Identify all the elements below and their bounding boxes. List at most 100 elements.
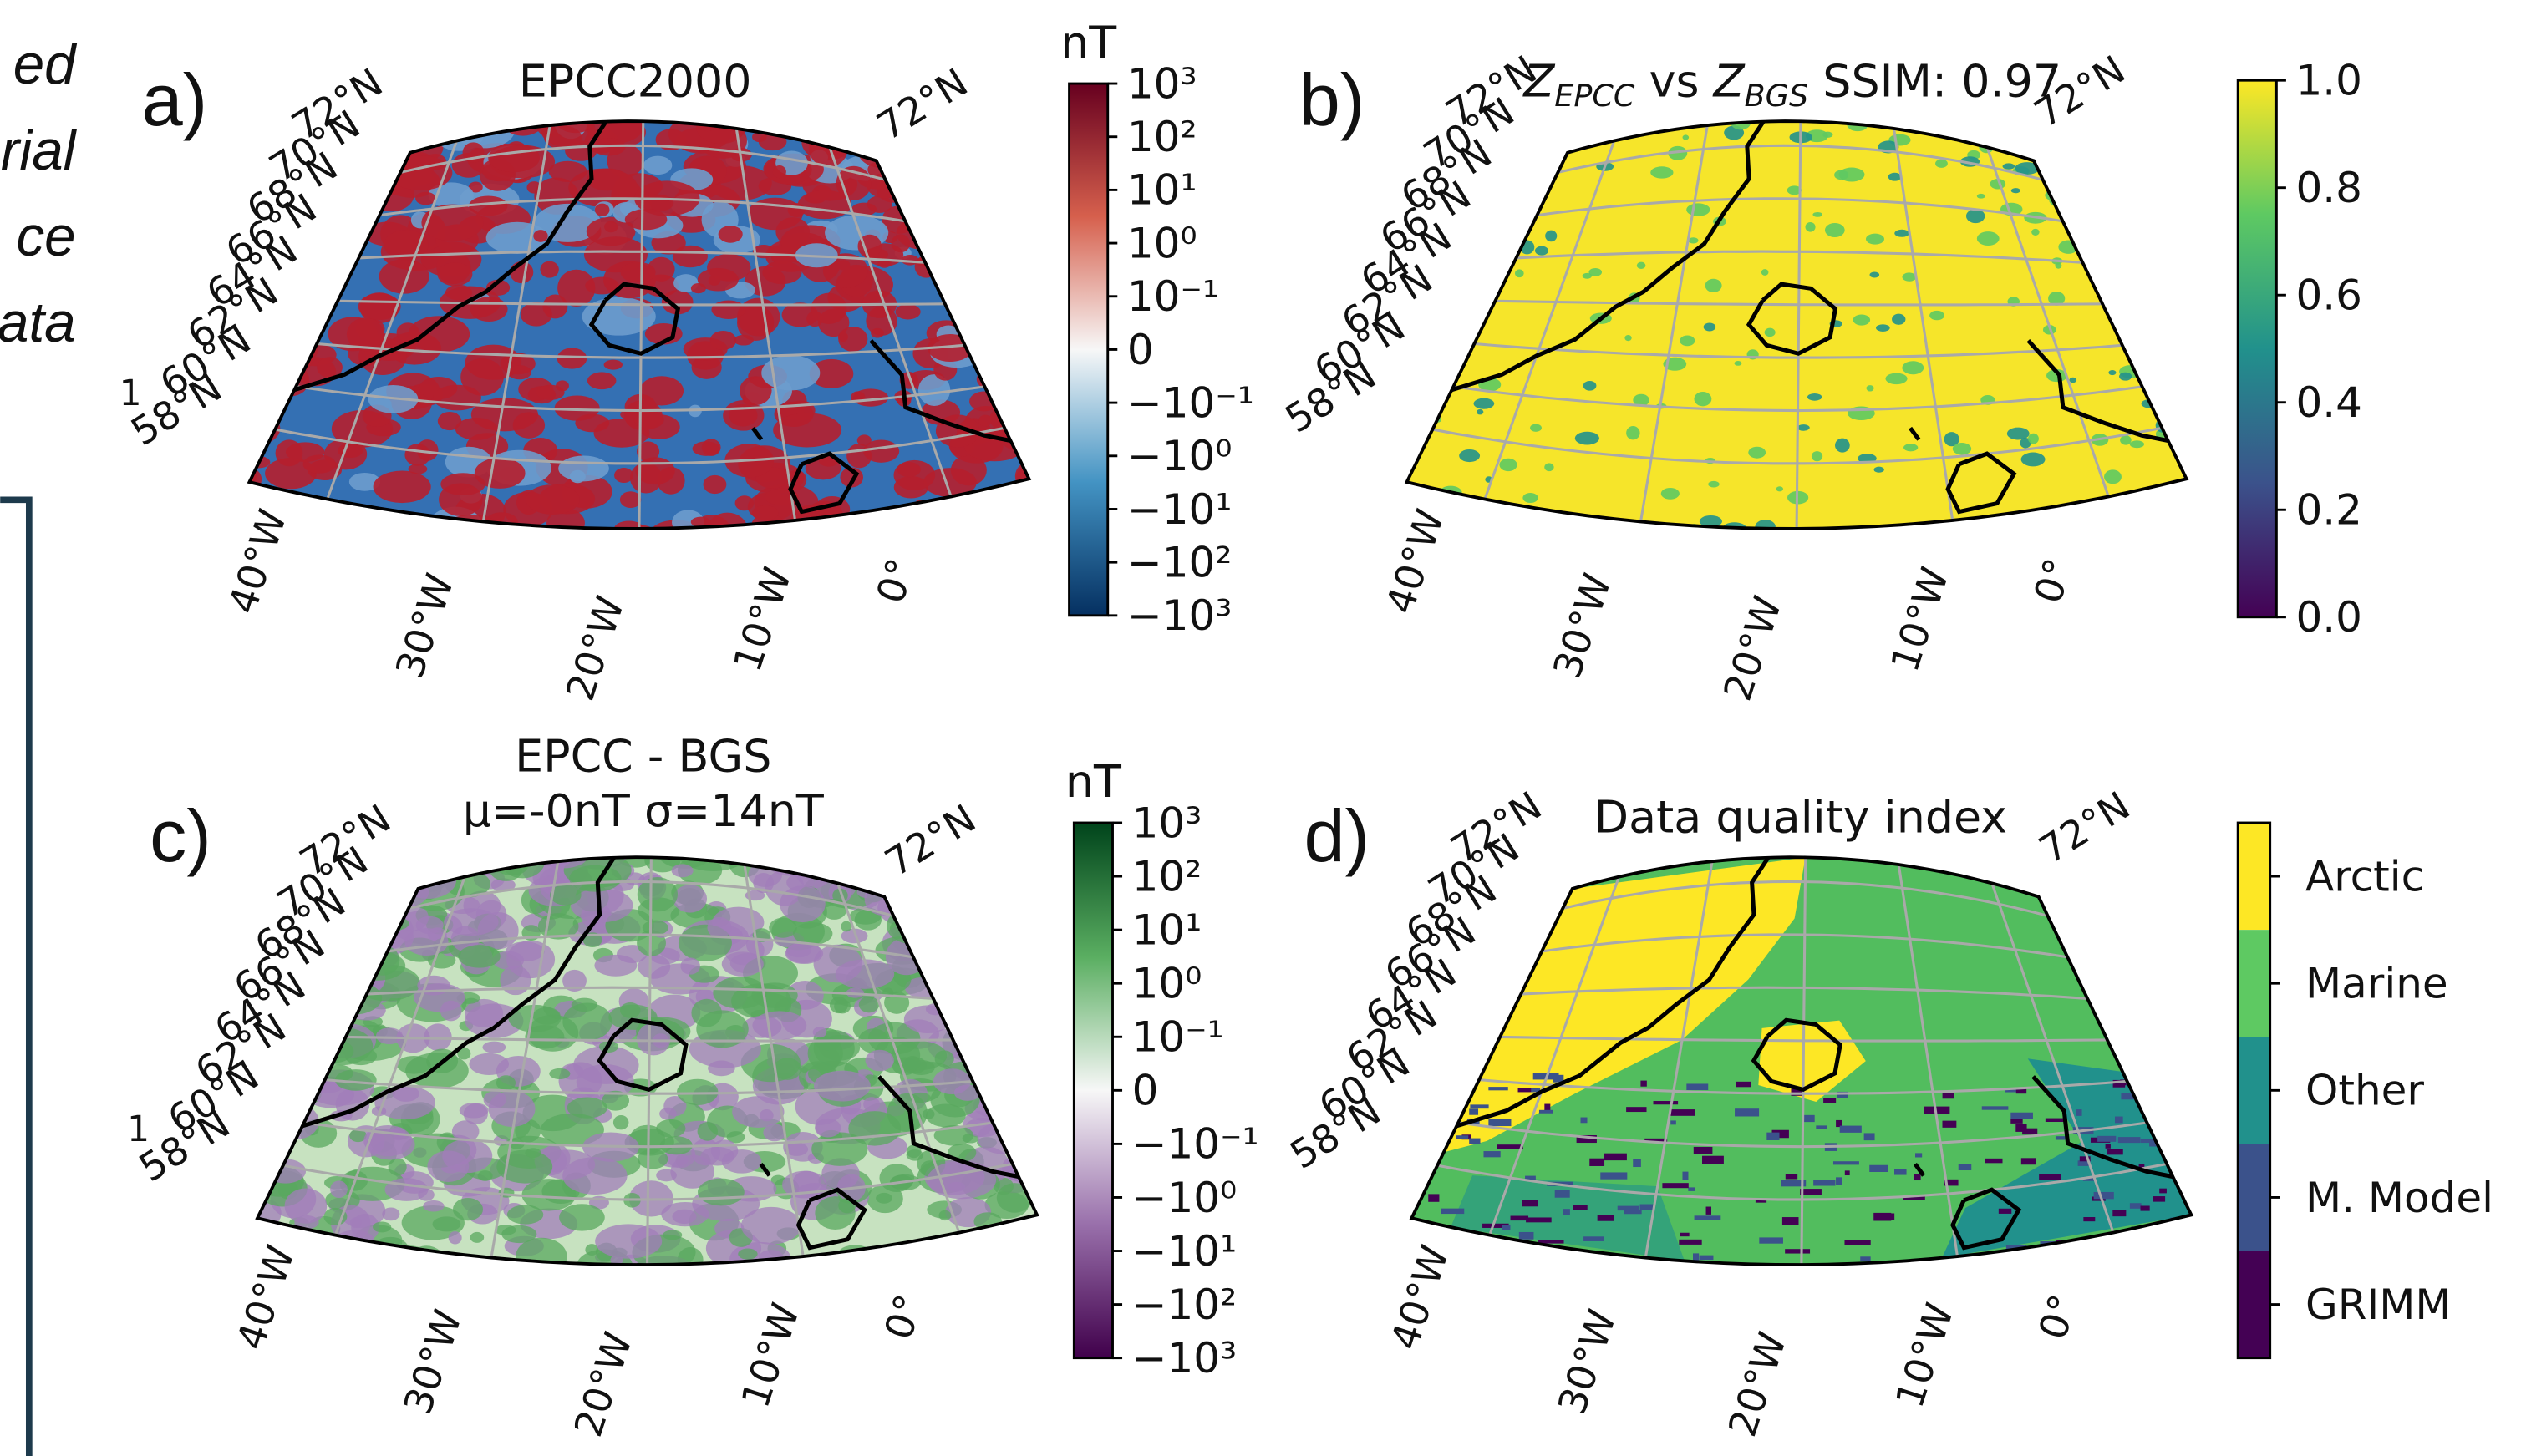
map-texture xyxy=(1626,426,1640,440)
map-texture xyxy=(858,996,880,1013)
map-texture xyxy=(2015,162,2040,175)
map-texture xyxy=(1428,1194,1440,1202)
map-texture xyxy=(540,1113,604,1146)
map-texture xyxy=(408,316,470,353)
map-texture xyxy=(1844,1240,1871,1245)
colorbar-tick-label: Other xyxy=(2305,1067,2424,1115)
map-outline xyxy=(255,855,1039,1266)
clipped-label: 1 xyxy=(127,1108,150,1149)
map-texture xyxy=(829,997,848,1014)
map-texture xyxy=(1952,443,1972,455)
map-texture xyxy=(1544,1103,1551,1111)
map-texture xyxy=(373,470,431,504)
map-texture xyxy=(1976,193,1985,199)
map-texture xyxy=(1583,380,1597,391)
map-texture xyxy=(418,1188,435,1201)
lon-label: 0° xyxy=(2030,1289,2086,1345)
map-texture xyxy=(548,160,587,182)
lon-label: 40°W xyxy=(1382,1240,1458,1355)
map-texture xyxy=(1688,237,1699,244)
map-texture xyxy=(381,897,403,911)
map-texture xyxy=(806,1258,831,1266)
graticule xyxy=(828,146,953,497)
map-texture xyxy=(1811,451,1823,462)
map-texture xyxy=(677,1078,719,1106)
map-texture xyxy=(1866,385,1874,392)
map-texture xyxy=(997,413,1029,452)
map-texture xyxy=(526,1014,579,1052)
map-texture xyxy=(1764,327,1776,337)
title-part: SSIM: 0.97 xyxy=(1808,54,2061,107)
map-texture xyxy=(769,917,797,938)
map-texture xyxy=(1823,1098,1837,1103)
map-texture xyxy=(1749,532,1767,545)
map-outline xyxy=(1409,855,2194,1266)
map-texture xyxy=(1759,1237,1783,1244)
map-texture xyxy=(534,203,602,242)
map-texture xyxy=(2117,1137,2141,1144)
map-texture xyxy=(587,372,617,390)
map-texture xyxy=(1469,1108,1479,1115)
map-texture xyxy=(1686,1083,1709,1091)
map-texture xyxy=(458,945,501,968)
map-texture xyxy=(968,1053,995,1076)
graticule xyxy=(1892,128,1954,521)
map-texture xyxy=(1832,1161,1859,1165)
coastline xyxy=(1751,1017,1842,1093)
map-texture xyxy=(1705,278,1722,292)
map-texture xyxy=(1960,527,1974,529)
map-texture xyxy=(286,292,326,314)
graticule xyxy=(734,128,797,521)
map-texture xyxy=(249,468,252,499)
map-texture xyxy=(1902,361,1924,375)
map-texture xyxy=(1761,269,1769,276)
map-texture xyxy=(711,300,746,319)
side-text: rial xyxy=(1,119,78,182)
map-texture xyxy=(1670,1120,1676,1125)
map-texture xyxy=(643,274,679,297)
map-texture xyxy=(1944,1179,1959,1186)
map-texture xyxy=(1037,1194,1068,1212)
graticule xyxy=(1483,140,1616,500)
map-texture xyxy=(2149,1141,2158,1147)
map-texture xyxy=(2048,291,2066,306)
colorbar-tick-label: −10² xyxy=(1132,1281,1238,1329)
map-texture xyxy=(343,966,361,982)
colorbar-tick-label: −10¹ xyxy=(1132,1227,1238,1276)
map-texture xyxy=(1703,322,1716,332)
map-texture xyxy=(676,1273,690,1284)
map-texture xyxy=(1766,1132,1780,1140)
map-texture xyxy=(448,1231,462,1245)
map-texture xyxy=(1869,271,1880,278)
map-texture xyxy=(445,284,473,301)
map-texture xyxy=(887,907,938,945)
map-texture xyxy=(571,1271,589,1281)
map-texture xyxy=(1597,1215,1614,1221)
lon-label: 30°W xyxy=(395,1304,471,1419)
lon-label: 0° xyxy=(2025,553,2081,609)
map-texture xyxy=(549,1068,571,1079)
map-texture xyxy=(1545,230,1558,242)
map-texture xyxy=(773,413,842,448)
map-texture xyxy=(1836,1177,1842,1185)
lon-label: 30°W xyxy=(1549,1304,1625,1419)
map-texture xyxy=(663,1230,683,1240)
map-texture xyxy=(2114,1116,2123,1124)
panel-label: d) xyxy=(1304,794,1370,877)
map-texture xyxy=(633,410,664,429)
map-texture xyxy=(384,141,404,157)
map-texture xyxy=(737,297,780,337)
colorbar-tick-label: 0.0 xyxy=(2295,593,2362,642)
map-texture xyxy=(906,1149,924,1161)
map-texture xyxy=(1806,544,1816,550)
map xyxy=(1406,121,2187,550)
map-texture xyxy=(738,1248,758,1260)
map-texture xyxy=(1626,1107,1647,1113)
colorbar-tick-label: 10² xyxy=(1132,852,1202,900)
coastline xyxy=(597,1017,689,1093)
map-texture xyxy=(2105,1144,2111,1149)
map-texture xyxy=(701,439,721,456)
map-texture xyxy=(447,1256,480,1266)
map-texture xyxy=(2038,515,2046,521)
title-part: EPCC - BGS xyxy=(515,729,771,782)
